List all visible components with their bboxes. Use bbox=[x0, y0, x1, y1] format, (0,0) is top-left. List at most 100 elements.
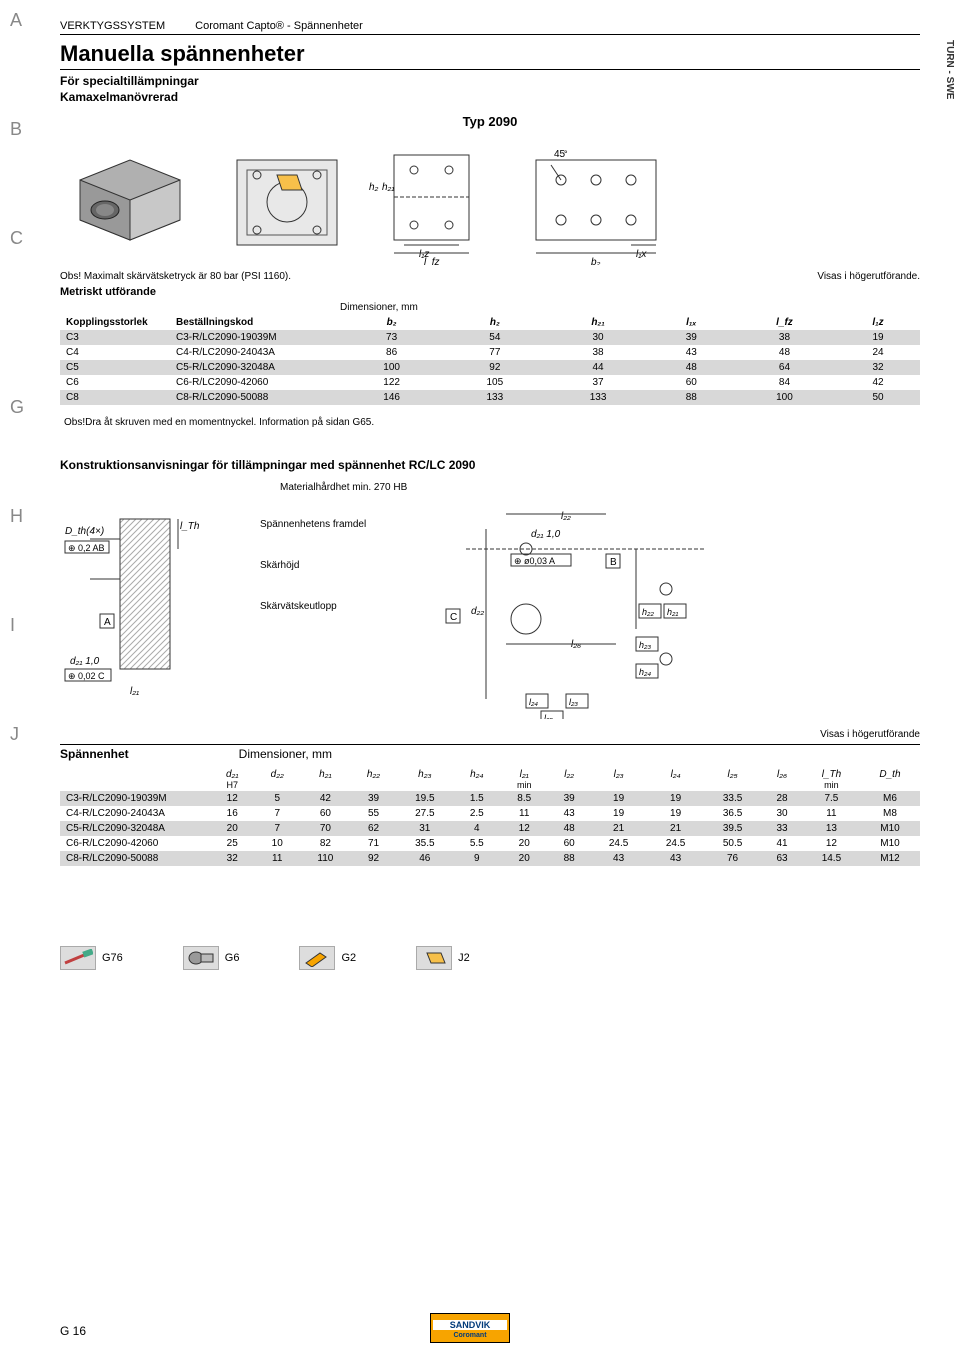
t2-col-top-10: l₂₄ bbox=[647, 769, 704, 780]
t2-col-top-9: l₂₃ bbox=[590, 769, 647, 780]
svg-text:h₂₁: h₂₁ bbox=[382, 182, 395, 193]
dim-header-1: Dimensioner, mm bbox=[340, 300, 920, 315]
tab-i: I bbox=[10, 615, 24, 636]
sp-title-row: Spännenhet Dimensioner, mm bbox=[60, 744, 920, 761]
table-row: C3C3-R/LC2090-19039M735430393819 bbox=[60, 330, 920, 345]
svg-text:⊕ 0,2 AB: ⊕ 0,2 AB bbox=[68, 543, 105, 553]
typ-label: Typ 2090 bbox=[60, 114, 920, 129]
table-1: KopplingsstorlekBeställningskodb₂h₂h₂₁l₁… bbox=[60, 315, 920, 405]
left-tech-drawing: D_th(4×) ⊕ 0,2 AB A l_Th d₂₁ 1,0 ⊕ 0,02 … bbox=[60, 499, 220, 699]
right-tech-drawing: l₂₂ d₂₁ 1,0 ⊕ ø0,03 A B C d₂₂ h₂₂ h₂₁ l₂… bbox=[406, 499, 746, 719]
table-row: C6-R/LC2090-420602510827135.55.5206024.5… bbox=[60, 836, 920, 851]
note-left: Obs! Maximalt skärvätsketryck är 80 bar … bbox=[60, 271, 291, 282]
label-skarvatske: Skärvätskeutlopp bbox=[260, 601, 366, 612]
side-tabs: A B C G H I J bbox=[10, 10, 24, 745]
svg-text:b₂: b₂ bbox=[591, 257, 601, 265]
table-row: C5-R/LC2090-32048A20770623141248212139.5… bbox=[60, 821, 920, 836]
svg-text:l₂₅: l₂₅ bbox=[544, 713, 553, 719]
t2-col-bot-2 bbox=[254, 780, 300, 791]
t1-col-7: l₁z bbox=[836, 315, 920, 330]
figure-row: h₂ h₂₁ l₁z l_fz 45 ° l₁x b₂ bbox=[60, 135, 920, 265]
t1-col-5: l₁ₓ bbox=[650, 315, 733, 330]
t1-col-6: l_fz bbox=[733, 315, 836, 330]
svg-text:d₂₁ 1,0: d₂₁ 1,0 bbox=[531, 529, 561, 540]
table-row: C6C6-R/LC2090-4206012210537608442 bbox=[60, 375, 920, 390]
t2-col-top-12: l₂₆ bbox=[761, 769, 803, 780]
table-row: C4-R/LC2090-24043A167605527.52.511431919… bbox=[60, 806, 920, 821]
t1-col-4: h₂₁ bbox=[546, 315, 649, 330]
page-number: G 16 bbox=[60, 1324, 86, 1338]
svg-text:h₂: h₂ bbox=[369, 182, 379, 193]
svg-text:l₂₂: l₂₂ bbox=[561, 511, 571, 522]
t2-col-bot-6 bbox=[453, 780, 500, 791]
t2-col-top-13: l_Th bbox=[803, 769, 860, 780]
t2-col-bot-4 bbox=[351, 780, 397, 791]
svg-text:l₁x: l₁x bbox=[636, 249, 647, 260]
t1-col-1: Beställningskod bbox=[170, 315, 340, 330]
ref-g76: G76 bbox=[60, 946, 123, 970]
t2-col-top-4: h₂₂ bbox=[351, 769, 397, 780]
iso-figure bbox=[60, 140, 210, 260]
svg-text:d₂₂: d₂₂ bbox=[471, 606, 484, 617]
tab-h: H bbox=[10, 506, 24, 527]
tool-icon bbox=[299, 946, 335, 970]
t1-col-0: Kopplingsstorlek bbox=[60, 315, 170, 330]
insert-icon bbox=[416, 946, 452, 970]
ref-g6: G6 bbox=[183, 946, 240, 970]
svg-text:°: ° bbox=[564, 149, 568, 159]
tab-b: B bbox=[10, 119, 24, 140]
page-title: Manuella spännenheter bbox=[60, 41, 920, 70]
tab-a: A bbox=[10, 10, 24, 31]
labels-col: Spännenhetens framdel Skärhöjd Skärvätsk… bbox=[260, 499, 366, 612]
svg-text:l₂₃: l₂₃ bbox=[569, 697, 578, 707]
t2-col-top-3: h₂₁ bbox=[300, 769, 351, 780]
label-framdel: Spännenhetens framdel bbox=[260, 519, 366, 530]
table-row: C3-R/LC2090-19039M125423919.51.58.539191… bbox=[60, 791, 920, 806]
footer-refs: G76 G6 G2 J2 bbox=[60, 946, 920, 970]
svg-text:⊕ 0,02 C: ⊕ 0,02 C bbox=[68, 671, 105, 681]
svg-text:d₂₁ 1,0: d₂₁ 1,0 bbox=[70, 656, 100, 667]
header-category: VERKTYGSSYSTEM bbox=[60, 20, 165, 32]
t2-col-bot-5 bbox=[396, 780, 453, 791]
table-row: C4C4-R/LC2090-24043A867738434824 bbox=[60, 345, 920, 360]
obs-note: Obs!Dra åt skruven med en momentnyckel. … bbox=[64, 417, 920, 428]
svg-text:⊕ ø0,03 A: ⊕ ø0,03 A bbox=[514, 556, 555, 566]
svg-text:h₂₂: h₂₂ bbox=[642, 607, 654, 617]
t2-col-top-0 bbox=[60, 769, 210, 780]
dim-header-2: Dimensioner, mm bbox=[239, 747, 332, 761]
label-skarhojd: Skärhöjd bbox=[260, 560, 366, 571]
t2-col-bot-12 bbox=[761, 780, 803, 791]
page-header: VERKTYGSSYSTEM Coromant Capto® - Spännen… bbox=[60, 20, 920, 35]
note-right: Visas i högerutförande. bbox=[817, 271, 920, 282]
screwdriver-icon bbox=[60, 946, 96, 970]
right-note-2: Visas i högerutförande bbox=[60, 729, 920, 740]
top-figure: 45 ° l₁x b₂ bbox=[516, 135, 686, 265]
t1-col-3: h₂ bbox=[443, 315, 546, 330]
t2-col-bot-9 bbox=[590, 780, 647, 791]
sandvik-logo: SANDVIK Coromant bbox=[430, 1313, 510, 1343]
subtitle-1: För specialtillämpningar bbox=[60, 74, 920, 88]
header-sub: Coromant Capto® - Spännenheter bbox=[195, 20, 363, 32]
t2-col-bot-10 bbox=[647, 780, 704, 791]
t2-col-top-7: l₂₁ bbox=[500, 769, 548, 780]
t2-col-bot-14 bbox=[860, 780, 920, 791]
table-row: C8C8-R/LC2090-500881461331338810050 bbox=[60, 390, 920, 405]
table-2: d₂₁d₂₂h₂₁h₂₂h₂₃h₂₄l₂₁l₂₂l₂₃l₂₄l₂₅l₂₆l_Th… bbox=[60, 769, 920, 866]
table-row: C5C5-R/LC2090-32048A1009244486432 bbox=[60, 360, 920, 375]
svg-text:A: A bbox=[104, 617, 111, 628]
t2-col-bot-0 bbox=[60, 780, 210, 791]
t2-col-top-14: D_th bbox=[860, 769, 920, 780]
t2-col-top-11: l₂₅ bbox=[704, 769, 761, 780]
t2-col-top-6: h₂₄ bbox=[453, 769, 500, 780]
construct-title: Konstruktionsanvisningar för tillämpning… bbox=[60, 458, 920, 472]
t1-col-2: b₂ bbox=[340, 315, 443, 330]
svg-text:h₂₄: h₂₄ bbox=[639, 667, 651, 677]
front-figure bbox=[222, 140, 352, 260]
svg-text:C: C bbox=[450, 612, 457, 623]
note-row: Obs! Maximalt skärvätsketryck är 80 bar … bbox=[60, 271, 920, 282]
svg-text:h₂₃: h₂₃ bbox=[639, 640, 651, 650]
t2-col-bot-13: min bbox=[803, 780, 860, 791]
t2-col-top-8: l₂₂ bbox=[548, 769, 590, 780]
svg-text:l₂₁: l₂₁ bbox=[130, 686, 139, 697]
svg-text:l_Th: l_Th bbox=[180, 521, 200, 532]
